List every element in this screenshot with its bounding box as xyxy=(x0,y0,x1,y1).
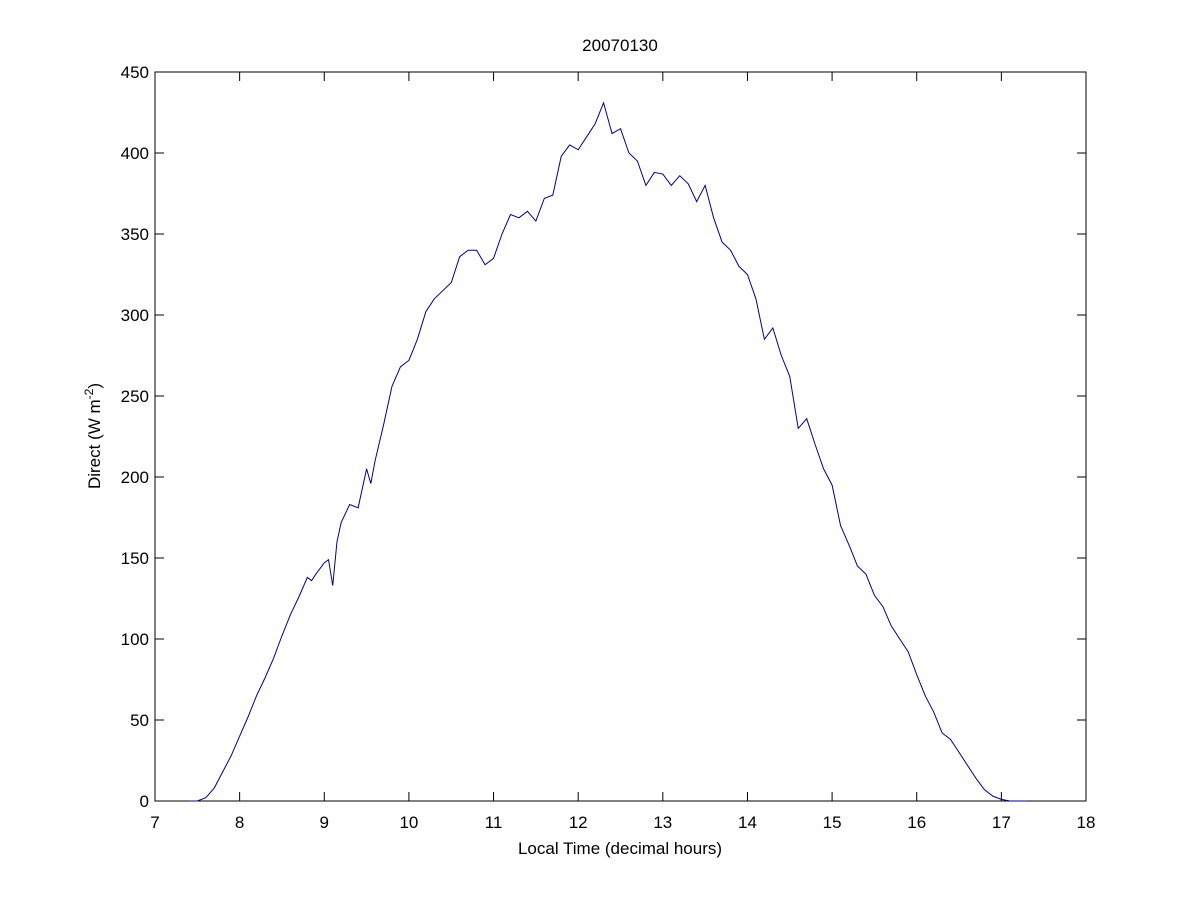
x-axis-label: Local Time (decimal hours) xyxy=(518,839,722,858)
y-tick-label: 200 xyxy=(121,468,149,487)
y-tick-label: 100 xyxy=(121,630,149,649)
x-tick-label: 14 xyxy=(738,813,757,832)
x-tick-label: 17 xyxy=(992,813,1011,832)
x-tick-label: 18 xyxy=(1077,813,1096,832)
y-tick-label: 450 xyxy=(121,63,149,82)
y-tick-label: 250 xyxy=(121,387,149,406)
data-line xyxy=(188,101,1027,802)
y-tick-label: 300 xyxy=(121,306,149,325)
x-tick-label: 7 xyxy=(150,813,159,832)
y-tick-label: 400 xyxy=(121,144,149,163)
y-tick-label: 50 xyxy=(130,711,149,730)
x-tick-label: 13 xyxy=(653,813,672,832)
y-label-end: ) xyxy=(85,383,104,389)
plot-box xyxy=(154,71,1087,802)
y-tick-label: 350 xyxy=(121,225,149,244)
y-label-main: Direct (W m xyxy=(85,399,104,489)
y-tick-label: 150 xyxy=(121,549,149,568)
y-tick-label: 0 xyxy=(140,792,149,811)
chart-title: 20070130 xyxy=(582,36,658,55)
x-tick-label: 15 xyxy=(823,813,842,832)
y-axis-label: Direct (W m-2) xyxy=(82,383,104,489)
x-tick-label: 9 xyxy=(320,813,329,832)
x-tick-label: 16 xyxy=(907,813,926,832)
x-tick-label: 10 xyxy=(399,813,418,832)
y-label-sup: -2 xyxy=(82,388,96,399)
x-tick-label: 12 xyxy=(569,813,588,832)
x-tick-label: 8 xyxy=(235,813,244,832)
x-tick-label: 11 xyxy=(485,813,503,832)
